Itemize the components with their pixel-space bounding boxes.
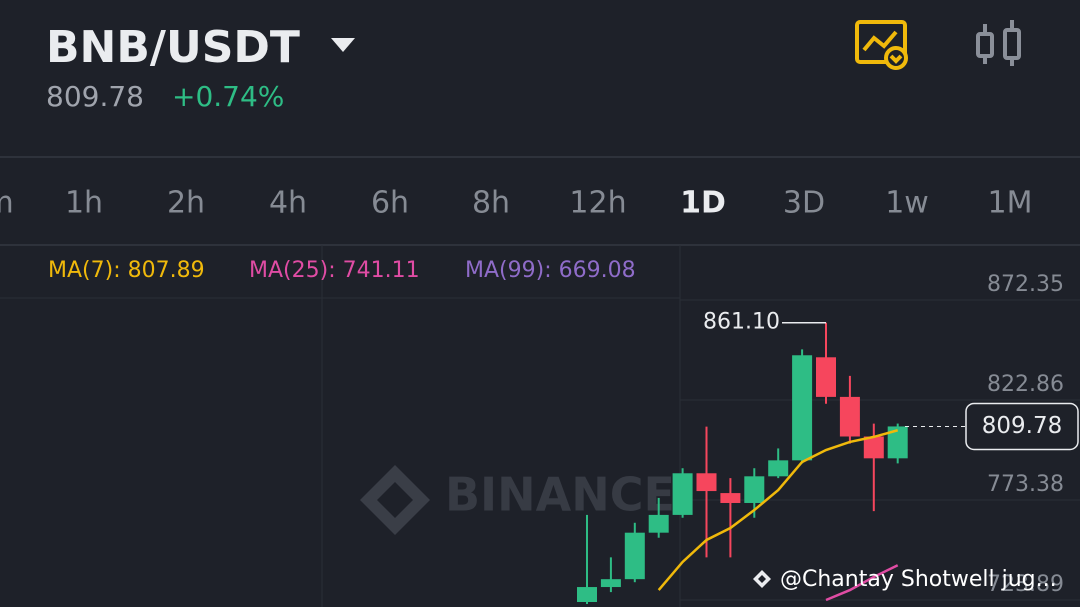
last-price-box — [965, 402, 1079, 451]
candle-body — [600, 579, 621, 588]
watermark-logo — [360, 465, 430, 535]
last-price-label: 809.78 — [982, 413, 1062, 439]
candle-body — [696, 473, 717, 492]
timeframe-tab[interactable]: 12h — [569, 186, 626, 221]
timeframe-tab[interactable]: 3D — [783, 186, 825, 221]
candle-body — [768, 460, 789, 477]
indicator-label: MA(7): 807.89 — [48, 258, 205, 283]
timeframe-tab[interactable]: 4h — [269, 186, 307, 221]
timeframe-tab[interactable]: 1M — [988, 186, 1033, 221]
candle-body — [672, 473, 693, 515]
change: +0.74% — [172, 80, 284, 113]
high-marker-label: 861.10 — [703, 310, 780, 335]
indicator-label: MA(99): 669.08 — [465, 258, 636, 283]
y-tick-label: 822.86 — [987, 372, 1064, 397]
timeframe-tab[interactable]: 15m — [0, 186, 14, 221]
candle-body — [887, 426, 908, 459]
chart-settings-icon[interactable] — [855, 20, 908, 70]
candle-body — [744, 476, 765, 503]
candle-body — [624, 532, 645, 580]
candle-body — [863, 436, 884, 459]
ma-line — [825, 564, 899, 602]
y-tick-label: 872.35 — [987, 272, 1064, 297]
candle-body — [720, 493, 741, 503]
candle-body — [792, 355, 813, 461]
footer-icon — [753, 570, 771, 588]
candle-body — [577, 587, 597, 603]
footer: @Chantay Shotwell jug... — [780, 567, 1057, 592]
candle-body — [648, 514, 669, 533]
price: 809.78 — [46, 80, 144, 113]
timeframe-tab[interactable]: 1w — [885, 186, 929, 221]
ma-line — [657, 429, 899, 591]
y-tick-label: 773.38 — [987, 472, 1064, 497]
candle-body — [839, 396, 860, 437]
timeframe-tab[interactable]: 8h — [472, 186, 510, 221]
symbol[interactable]: BNB/USDT — [46, 22, 300, 73]
timeframe-tab[interactable]: 2h — [167, 186, 205, 221]
watermark: BINANCE — [445, 468, 675, 522]
candle-type-icon[interactable] — [976, 20, 1021, 66]
candle-body — [816, 357, 836, 397]
y-tick-label: 723.89 — [987, 572, 1064, 597]
timeframe-tab[interactable]: 1D — [680, 186, 726, 221]
dropdown-caret[interactable] — [331, 38, 355, 52]
timeframe-tab[interactable]: 6h — [371, 186, 409, 221]
timeframe-tab[interactable]: 1h — [65, 186, 103, 221]
indicator-label: MA(25): 741.11 — [249, 258, 420, 283]
